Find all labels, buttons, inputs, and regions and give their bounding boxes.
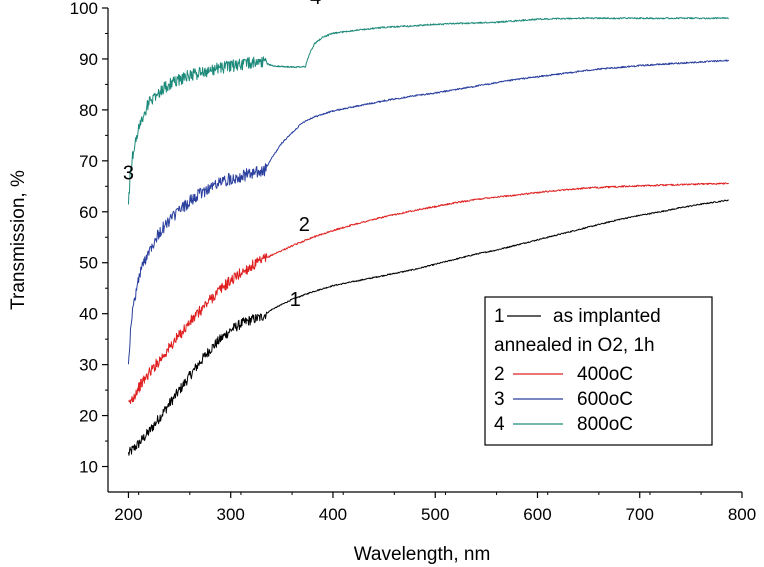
series-line-4 xyxy=(127,16,729,205)
y-axis-label: Transmission, % xyxy=(8,170,29,310)
legend-label: as implanted xyxy=(553,306,661,327)
y-tick-label: 100 xyxy=(70,0,98,18)
curve-label-2: 2 xyxy=(299,214,310,236)
series-line-1 xyxy=(127,199,729,456)
legend-number: 4 xyxy=(494,414,505,435)
x-tick-label: 600 xyxy=(523,505,551,524)
x-axis-label: Wavelength, nm xyxy=(354,544,491,565)
curve-label-1: 1 xyxy=(290,289,301,311)
curve-label-4: 4 xyxy=(310,0,321,9)
x-tick-label: 800 xyxy=(728,505,756,524)
legend-number: 2 xyxy=(494,364,505,385)
legend-heading: annealed in O2, 1h xyxy=(494,335,655,356)
x-tick-label: 700 xyxy=(626,505,654,524)
y-tick-label: 60 xyxy=(79,203,98,222)
curve-labels: 1 2 3 4 xyxy=(123,0,321,311)
x-tick-label: 500 xyxy=(421,505,449,524)
legend-number: 3 xyxy=(494,389,505,410)
y-tick-label: 10 xyxy=(79,458,98,477)
x-tick-label: 200 xyxy=(114,505,142,524)
y-tick-label: 70 xyxy=(79,152,98,171)
y-tick-label: 50 xyxy=(79,254,98,273)
series-line-2 xyxy=(128,182,730,405)
series-group xyxy=(127,16,730,456)
legend: 1 as implanted annealed in O2, 1h 2 400oC 3 60… xyxy=(484,296,713,446)
x-tick-label: 400 xyxy=(319,505,347,524)
y-tick-label: 90 xyxy=(79,50,98,69)
legend-label: 600oC xyxy=(577,389,633,410)
y-tick-label: 20 xyxy=(79,407,98,426)
y-tick-label: 80 xyxy=(79,101,98,120)
x-tick-label: 300 xyxy=(217,505,245,524)
legend-label: 800oC xyxy=(577,414,633,435)
y-tick-label: 30 xyxy=(79,356,98,375)
curve-label-3: 3 xyxy=(123,163,134,185)
series-line-3 xyxy=(127,59,730,365)
legend-label: 400oC xyxy=(577,364,633,385)
legend-number: 1 xyxy=(494,306,505,327)
legend-box xyxy=(484,296,713,446)
y-tick-label: 40 xyxy=(79,305,98,324)
axes: 200 300 400 500 600 700 800 10 20 30 40 50 60 70 80 90 1… xyxy=(70,0,757,524)
